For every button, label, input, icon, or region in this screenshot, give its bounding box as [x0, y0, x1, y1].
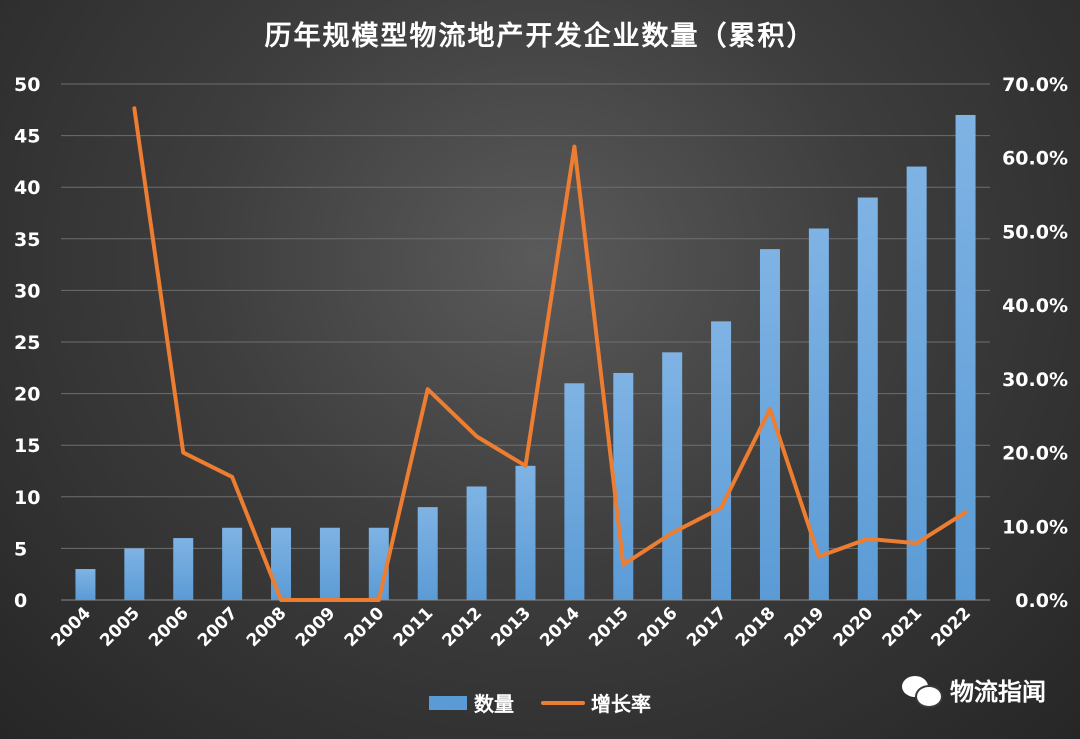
- bar-2013: [515, 465, 536, 600]
- x-axis-tick-label: 2021: [879, 603, 927, 651]
- x-axis-tick-label: 2006: [145, 603, 193, 651]
- x-axis-tick-label: 2005: [96, 603, 144, 651]
- x-axis-tick-label: 2019: [781, 603, 829, 651]
- x-axis-tick-label: 2013: [487, 603, 535, 651]
- watermark-text: 物流指闻: [950, 678, 1046, 706]
- x-axis-tick-label: 2004: [47, 603, 95, 651]
- left-axis-tick-label: 50: [14, 74, 40, 96]
- left-axis-tick-label: 25: [14, 332, 40, 354]
- left-axis-ticks: 0 5 10 15 20 25 30 35 40 45 50: [14, 74, 40, 612]
- growth-rate-line: [132, 106, 968, 602]
- line-series-growth-rate: [132, 106, 968, 602]
- legend: 数量 增长率: [429, 692, 651, 716]
- right-axis-tick-label: 20.0%: [1002, 443, 1068, 465]
- bar-2006: [173, 538, 194, 600]
- x-axis-tick-label: 2012: [439, 603, 487, 651]
- left-axis-tick-label: 0: [14, 590, 27, 612]
- x-axis-tick-label: 2009: [292, 603, 340, 651]
- bar-2017: [711, 321, 732, 600]
- x-axis-tick-label: 2017: [683, 603, 731, 651]
- bar-2019: [808, 228, 829, 601]
- bar-series-count: [75, 114, 976, 601]
- left-axis-tick-label: 40: [14, 177, 40, 199]
- right-axis-tick-label: 60.0%: [1002, 148, 1068, 170]
- x-axis-tick-label: 2010: [341, 603, 389, 651]
- x-axis-tick-label: 2008: [243, 603, 291, 651]
- x-axis-ticks: 2004 2005 2006 2007 2008 2009 2010 2011 2012 2013…: [47, 603, 975, 651]
- bar-2020: [857, 197, 878, 600]
- left-axis-tick-label: 10: [14, 487, 40, 509]
- bar-2004: [75, 569, 96, 600]
- bar-2011: [417, 507, 438, 600]
- bar-2012: [466, 486, 487, 600]
- left-axis-tick-label: 35: [14, 229, 40, 251]
- x-axis-tick-label: 2007: [194, 603, 242, 651]
- right-axis-tick-label: 70.0%: [1002, 74, 1068, 96]
- bar-2015: [613, 372, 634, 600]
- left-axis-tick-label: 45: [14, 126, 40, 148]
- left-axis-tick-label: 5: [14, 538, 27, 560]
- x-axis-tick-label: 2014: [536, 603, 584, 651]
- gridlines: [61, 83, 990, 601]
- bar-2008: [271, 527, 292, 600]
- right-axis-ticks: 0.0% 10.0% 20.0% 30.0% 40.0% 50.0% 60.0% 70.0%: [1002, 74, 1068, 612]
- right-axis-tick-label: 30.0%: [1002, 369, 1068, 391]
- bar-2007: [222, 527, 243, 600]
- right-axis-tick-label: 0.0%: [1015, 590, 1068, 612]
- right-axis-tick-label: 10.0%: [1002, 516, 1068, 538]
- legend-swatch-count: [429, 696, 467, 710]
- chart-title: 历年规模型物流地产开发企业数量（累积）: [265, 20, 816, 52]
- right-axis-tick-label: 50.0%: [1002, 221, 1068, 243]
- bar-2009: [319, 527, 340, 600]
- bar-2014: [564, 383, 585, 600]
- bar-2021: [906, 166, 927, 600]
- left-axis-tick-label: 20: [14, 384, 40, 406]
- legend-label-count: 数量: [474, 692, 514, 716]
- left-axis-tick-label: 30: [14, 280, 40, 302]
- bar-2018: [759, 249, 780, 600]
- left-axis-tick-label: 15: [14, 435, 40, 457]
- x-axis-tick-label: 2022: [927, 603, 975, 651]
- x-axis-tick-label: 2016: [634, 603, 682, 651]
- bar-2016: [662, 352, 683, 600]
- wechat-icon: [902, 674, 943, 708]
- x-axis-tick-label: 2018: [732, 603, 780, 651]
- bar-2022: [955, 114, 976, 601]
- x-axis-tick-label: 2015: [585, 603, 633, 651]
- watermark: 物流指闻: [902, 672, 1046, 708]
- x-axis-tick-label: 2020: [830, 603, 878, 651]
- right-axis-tick-label: 40.0%: [1002, 295, 1068, 317]
- bar-2005: [124, 548, 145, 600]
- x-axis-tick-label: 2011: [390, 603, 438, 651]
- legend-label-growth-rate: 增长率: [591, 692, 651, 716]
